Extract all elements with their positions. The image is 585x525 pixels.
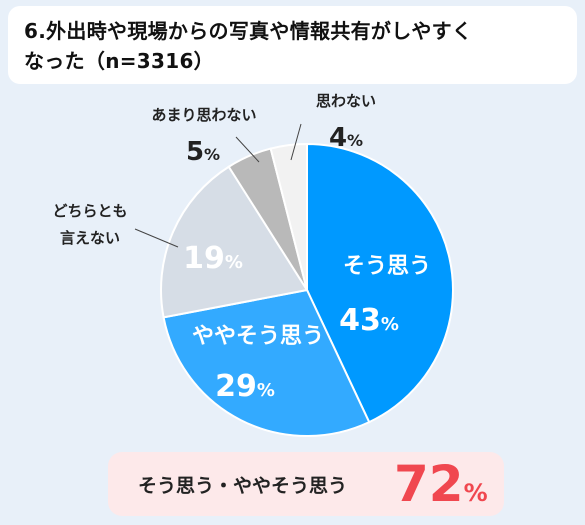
summary-label: そう思う・ややそう思う [138, 475, 348, 497]
leader-line-5 [290, 123, 302, 161]
slice-label-2: ややそう思う [192, 324, 324, 349]
chart-title-line-2: なった（n=3316） [24, 49, 214, 73]
pie-slice-1 [306, 142, 454, 424]
slice-value-5: 4% [329, 123, 363, 153]
summary-number: 72 [394, 455, 464, 513]
slice-label-5-line-1: 思わない [316, 92, 376, 110]
pie-slices [160, 142, 454, 437]
slice-label-3-line-2: 言えない [60, 229, 120, 247]
slice-value-1: 43% [339, 303, 399, 338]
summary-box: そう思う・ややそう思う 72% [108, 452, 504, 516]
title-box: 6.外出時や現場からの写真や情報共有がしやすく なった（n=3316） [8, 6, 577, 84]
slice-value-4: 5% [186, 137, 220, 167]
pie-slice-5 [269, 142, 308, 291]
slice-value-3: 19% [183, 241, 243, 276]
leader-line-4 [235, 136, 260, 163]
summary-value: 72% [394, 455, 488, 513]
summary-unit: % [463, 479, 488, 507]
leader-lines [134, 123, 302, 248]
slice-label-3-line-1: どちらとも [52, 202, 127, 220]
leader-line-3 [134, 228, 179, 248]
slice-label-4-line-1: あまり思わない [151, 106, 256, 124]
slice-label-1: そう思う [343, 254, 431, 279]
pie-slice-3 [160, 165, 309, 319]
pie-slice-2 [162, 288, 371, 437]
slice-value-2: 29% [215, 369, 275, 404]
chart-title-line-1: 6.外出時や現場からの写真や情報共有がしやすく [24, 19, 473, 43]
